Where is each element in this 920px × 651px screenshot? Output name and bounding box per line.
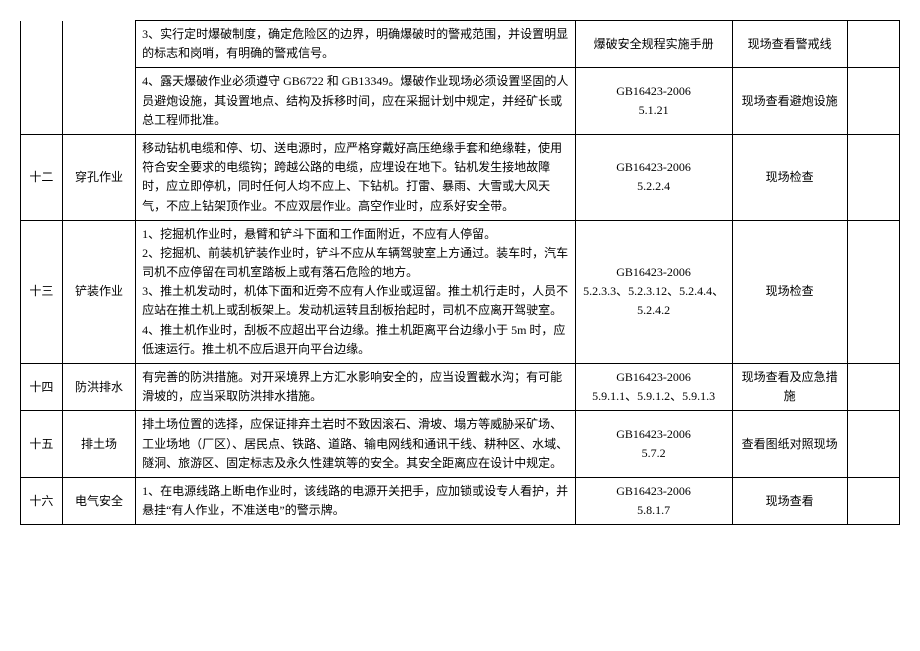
row-trailing [847, 364, 899, 411]
row-category: 防洪排水 [62, 364, 135, 411]
row-trailing [847, 21, 899, 68]
row-index: 十五 [21, 411, 63, 478]
row-description: 3、实行定时爆破制度，确定危险区的边界，明确爆破时的警戒范围，并设置明显的标志和… [136, 21, 576, 68]
row-reference: GB16423-20065.8.1.7 [575, 477, 732, 524]
table-row: 十四防洪排水有完善的防洪措施。对开采境界上方汇水影响安全的，应当设置截水沟；有可… [21, 364, 900, 411]
row-trailing [847, 134, 899, 220]
row-check: 现场查看及应急措施 [732, 364, 847, 411]
row-category: 排土场 [62, 411, 135, 478]
table-row: 3、实行定时爆破制度，确定危险区的边界，明确爆破时的警戒范围，并设置明显的标志和… [21, 21, 900, 68]
row-trailing [847, 411, 899, 478]
table-row: 十三铲装作业1、挖掘机作业时，悬臂和铲斗下面和工作面附近，不应有人停留。2、挖掘… [21, 220, 900, 363]
row-category: 穿孔作业 [62, 134, 135, 220]
row-index [21, 21, 63, 68]
row-check: 现场查看警戒线 [732, 21, 847, 68]
row-reference: GB16423-20065.2.2.4 [575, 134, 732, 220]
row-trailing [847, 477, 899, 524]
row-description: 排土场位置的选择，应保证排弃土岩时不致因滚石、滑坡、塌方等威胁采矿场、工业场地（… [136, 411, 576, 478]
table-row: 十六电气安全1、在电源线路上断电作业时，该线路的电源开关把手，应加锁或设专人看护… [21, 477, 900, 524]
row-category: 电气安全 [62, 477, 135, 524]
row-trailing [847, 220, 899, 363]
row-description: 1、挖掘机作业时，悬臂和铲斗下面和工作面附近，不应有人停留。2、挖掘机、前装机铲… [136, 220, 576, 363]
regulation-table: 3、实行定时爆破制度，确定危险区的边界，明确爆破时的警戒范围，并设置明显的标志和… [20, 20, 900, 525]
row-index: 十四 [21, 364, 63, 411]
row-description: 4、露天爆破作业必须遵守 GB6722 和 GB13349。爆破作业现场必须设置… [136, 68, 576, 135]
row-category: 铲装作业 [62, 220, 135, 363]
row-description: 1、在电源线路上断电作业时，该线路的电源开关把手，应加锁或设专人看护，并悬挂“有… [136, 477, 576, 524]
row-trailing [847, 68, 899, 135]
table-row: 十五排土场排土场位置的选择，应保证排弃土岩时不致因滚石、滑坡、塌方等威胁采矿场、… [21, 411, 900, 478]
row-index [21, 68, 63, 135]
row-reference: GB16423-20065.9.1.1、5.9.1.2、5.9.1.3 [575, 364, 732, 411]
row-category [62, 21, 135, 68]
row-check: 现场查看避炮设施 [732, 68, 847, 135]
row-index: 十六 [21, 477, 63, 524]
table-row: 4、露天爆破作业必须遵守 GB6722 和 GB13349。爆破作业现场必须设置… [21, 68, 900, 135]
row-check: 查看图纸对照现场 [732, 411, 847, 478]
row-check: 现场检查 [732, 134, 847, 220]
row-index: 十三 [21, 220, 63, 363]
row-description: 移动钻机电缆和停、切、送电源时，应严格穿戴好高压绝缘手套和绝缘鞋，使用符合安全要… [136, 134, 576, 220]
row-reference: GB16423-20065.1.21 [575, 68, 732, 135]
row-index: 十二 [21, 134, 63, 220]
table-row: 十二穿孔作业移动钻机电缆和停、切、送电源时，应严格穿戴好高压绝缘手套和绝缘鞋，使… [21, 134, 900, 220]
row-category [62, 68, 135, 135]
row-check: 现场检查 [732, 220, 847, 363]
row-reference: GB16423-20065.7.2 [575, 411, 732, 478]
row-reference: 爆破安全规程实施手册 [575, 21, 732, 68]
row-reference: GB16423-20065.2.3.3、5.2.3.12、5.2.4.4、5.2… [575, 220, 732, 363]
row-check: 现场查看 [732, 477, 847, 524]
row-description: 有完善的防洪措施。对开采境界上方汇水影响安全的，应当设置截水沟；有可能滑坡的，应… [136, 364, 576, 411]
